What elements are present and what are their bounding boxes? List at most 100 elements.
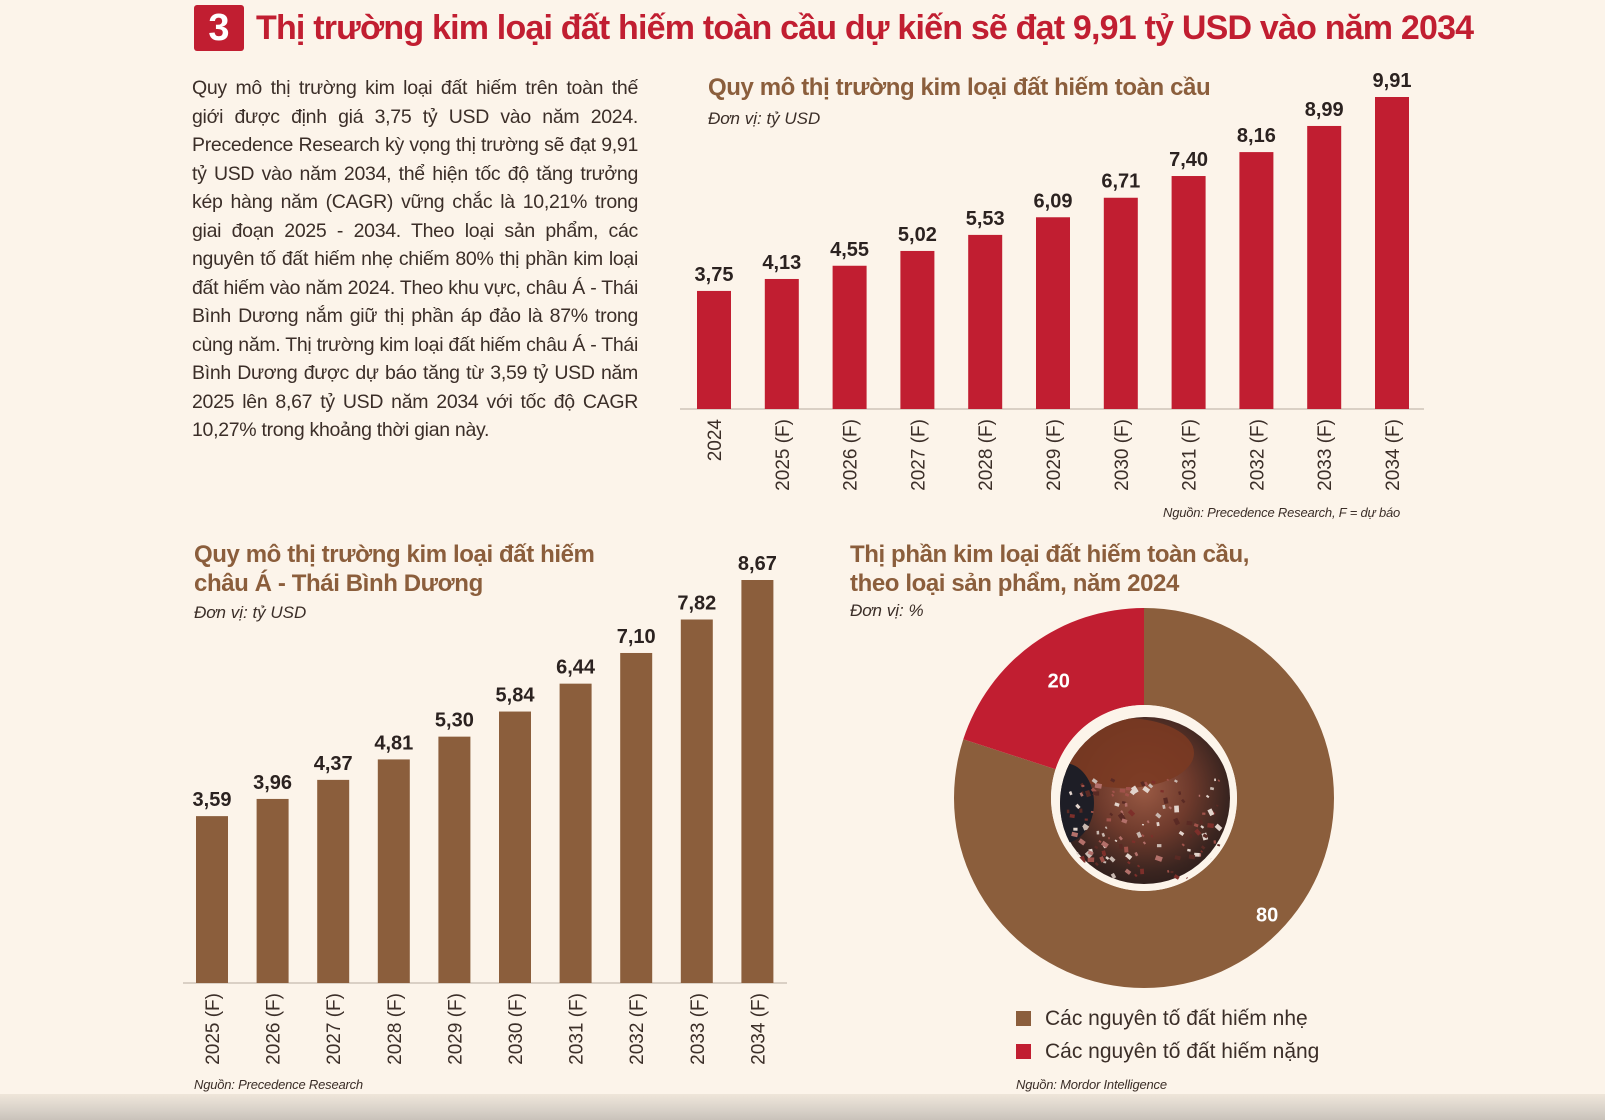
ore-chip — [1174, 855, 1181, 861]
chart2-value-label: 7,10 — [617, 626, 656, 648]
ore-chip — [1207, 822, 1214, 829]
ore-chip — [1217, 779, 1221, 782]
ore-chip — [1075, 803, 1081, 810]
ore-chip — [1178, 830, 1185, 837]
ore-chip — [1200, 845, 1206, 850]
ore-chip — [1147, 783, 1154, 789]
chart1-unit: Đơn vị: tỷ USD — [708, 109, 821, 128]
chart1-bar — [1036, 217, 1070, 409]
ore-chip — [1166, 778, 1170, 782]
ore-chip — [1174, 805, 1180, 813]
chart2-category-label: 2026 (F) — [264, 993, 285, 1065]
ore-chip — [1100, 840, 1109, 849]
ore-chip — [1160, 789, 1164, 793]
ore-chip — [1186, 820, 1193, 826]
ore-chip — [1084, 818, 1088, 821]
chart2-bar — [620, 652, 653, 983]
ore-chip — [1099, 856, 1106, 863]
ore-chip — [1181, 798, 1186, 804]
chart1-value-label: 5,53 — [966, 208, 1005, 230]
ore-chip — [1094, 845, 1099, 850]
ore-chip — [1209, 786, 1215, 791]
ore-chip — [1071, 831, 1079, 838]
chart2-value-label: 4,81 — [374, 732, 413, 754]
chart2-value-label: 3,96 — [253, 772, 292, 794]
chart2-bar — [317, 779, 350, 983]
ore-chip — [1162, 804, 1166, 810]
chart2-bar — [438, 736, 471, 983]
ore-chip — [1168, 806, 1172, 810]
ore-chip — [1110, 872, 1117, 879]
legend-swatch-heavy — [1016, 1044, 1031, 1059]
ore-chip — [1090, 810, 1094, 814]
chart3-title-line1: Thị phần kim loại đất hiếm toàn cầu, — [850, 541, 1249, 568]
chart1-category-label: 2030 (F) — [1112, 419, 1133, 491]
ore-chip — [1124, 868, 1132, 875]
chart2-bar — [196, 816, 228, 983]
chart2-value-label: 7,82 — [677, 593, 716, 615]
page-title: Thị trường kim loại đất hiếm toàn cầu dự… — [256, 8, 1474, 47]
chart3-source: Nguồn: Mordor Intelligence — [1016, 1077, 1167, 1092]
ore-chip — [1143, 781, 1149, 787]
donut-slice-label-1: 20 — [1048, 671, 1070, 693]
ore-chip — [1105, 856, 1110, 860]
ore-chip — [1194, 852, 1200, 857]
chart2-category-label: 2027 (F) — [324, 993, 345, 1065]
ore-chip — [1084, 789, 1092, 798]
ore-chip — [1118, 835, 1123, 841]
ore-chip — [1078, 838, 1086, 846]
chart2-value-label: 6,44 — [556, 657, 596, 679]
ore-chip — [1202, 833, 1209, 839]
ore-chip — [1194, 828, 1202, 836]
ore-chip — [1178, 791, 1182, 795]
ore-chip — [1170, 870, 1174, 874]
chart2-category-label: 2028 (F) — [385, 993, 406, 1065]
chart1-category-label: 2026 (F) — [841, 419, 862, 491]
ore-chip — [1150, 834, 1154, 838]
chart1-value-label: 6,09 — [1034, 190, 1073, 212]
ore-chip — [1098, 840, 1102, 844]
page-bottom-shadow — [0, 1094, 1605, 1120]
ore-chip — [1111, 790, 1116, 794]
ore-chip — [1069, 813, 1075, 819]
ore-chip — [1093, 791, 1100, 796]
chart3-title-line2: theo loại sản phẩm, năm 2024 — [850, 570, 1179, 597]
ore-image — [1060, 717, 1230, 884]
chart1-bar — [1171, 176, 1206, 409]
ore-chip — [1066, 809, 1070, 814]
ore-chip — [1068, 790, 1073, 796]
ore-chip — [1202, 812, 1206, 815]
chart1-value-label: 3,75 — [695, 264, 734, 286]
ore-chip — [1151, 780, 1156, 784]
ore-chip — [1136, 831, 1142, 839]
chart2-bar — [559, 683, 592, 983]
ore-chip — [1091, 778, 1098, 784]
chart1-category-label: 2033 (F) — [1315, 419, 1336, 491]
section-number-badge: 3 — [194, 5, 244, 51]
chart3-title: Thị phần kim loại đất hiếm toàn cầu, the… — [850, 540, 1249, 598]
chart1-value-label: 7,40 — [1169, 149, 1208, 171]
chart2-value-label: 5,84 — [496, 685, 536, 707]
ore-chip — [1140, 868, 1145, 875]
ore-chip — [1106, 818, 1112, 822]
chart1-bar — [764, 278, 799, 409]
chart1-bar — [1103, 197, 1138, 409]
ore-chip — [1087, 857, 1095, 863]
donut-slice-0 — [954, 608, 1334, 988]
ore-chip — [1200, 825, 1205, 829]
ore-chip — [1082, 823, 1090, 830]
chart3-legend: Các nguyên tố đất hiếm nhẹ Các nguyên tố… — [1016, 1002, 1319, 1068]
legend-item-light: Các nguyên tố đất hiếm nhẹ — [1016, 1002, 1319, 1035]
chart2-bar — [741, 580, 774, 983]
ore-chip — [1136, 864, 1141, 868]
ore-chip — [1142, 785, 1151, 794]
ore-chip — [1166, 869, 1170, 873]
chart2-category-label: 2033 (F) — [688, 993, 709, 1065]
ore-chip — [1126, 787, 1131, 791]
ore-chip — [1142, 841, 1147, 845]
chart1-category-label: 2028 (F) — [976, 419, 997, 491]
ore-chip — [1130, 785, 1139, 794]
ore-chip — [1101, 850, 1107, 857]
